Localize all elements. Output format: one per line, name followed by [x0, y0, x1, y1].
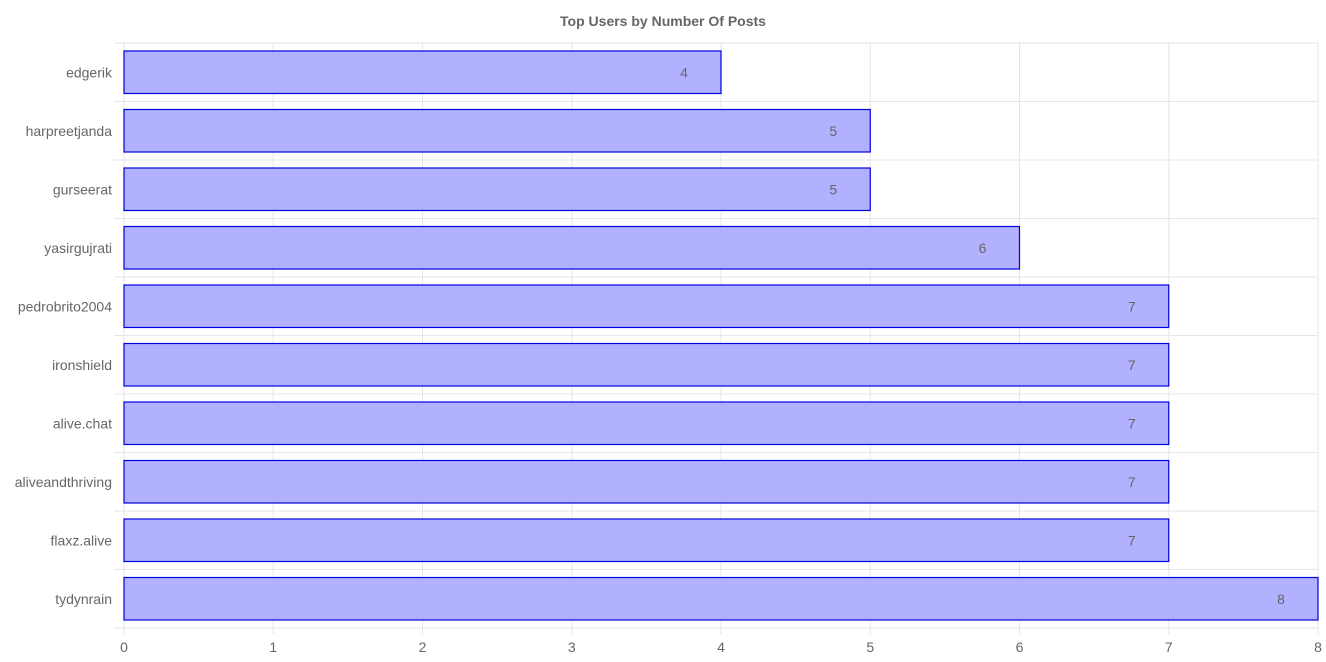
category-label: gurseerat	[53, 181, 112, 197]
x-tick-label: 2	[419, 639, 427, 655]
data-label: 4	[680, 64, 688, 80]
category-label: pedrobrito2004	[18, 298, 112, 314]
category-label: flaxz.alive	[51, 532, 113, 548]
x-tick-label: 4	[717, 639, 725, 655]
bar	[123, 225, 1021, 270]
category-label: tydynrain	[55, 591, 112, 607]
data-label: 8	[1277, 591, 1285, 607]
x-tick-label: 5	[866, 639, 874, 655]
x-axis-ticks: 0 1 2 3 4 5 6 7 8	[120, 639, 1322, 655]
data-label: 7	[1128, 357, 1136, 373]
x-tick-label: 7	[1165, 639, 1173, 655]
data-label: 5	[829, 181, 837, 197]
bar	[123, 108, 871, 153]
data-label: 5	[829, 123, 837, 139]
data-labels: 4 5 5 6 7 7 7 7 7 8	[680, 64, 1285, 607]
bar	[123, 167, 871, 212]
category-label: yasirgujrati	[44, 240, 112, 256]
x-tick-label: 0	[120, 639, 128, 655]
data-label: 7	[1128, 298, 1136, 314]
chart-title: Top Users by Number Of Posts	[560, 13, 766, 29]
bar	[123, 401, 1170, 446]
data-label: 7	[1128, 532, 1136, 548]
bar	[123, 342, 1170, 387]
category-label: harpreetjanda	[26, 123, 113, 139]
category-labels: edgerik harpreetjanda gurseerat yasirgujrat…	[15, 64, 113, 607]
category-label: ironshield	[52, 357, 112, 373]
category-label: alive.chat	[53, 415, 112, 431]
data-label: 7	[1128, 415, 1136, 431]
bar	[123, 576, 1319, 621]
bar	[123, 284, 1170, 329]
data-label: 7	[1128, 474, 1136, 490]
x-tick-label: 6	[1016, 639, 1024, 655]
category-label: aliveandthriving	[15, 474, 112, 490]
data-label: 6	[979, 240, 987, 256]
bar	[123, 518, 1170, 563]
bar	[123, 459, 1170, 504]
bar	[123, 50, 722, 95]
bars	[123, 50, 1319, 621]
x-tick-label: 1	[269, 639, 277, 655]
x-tick-label: 3	[568, 639, 576, 655]
category-label: edgerik	[66, 64, 113, 80]
x-tick-label: 8	[1314, 639, 1322, 655]
